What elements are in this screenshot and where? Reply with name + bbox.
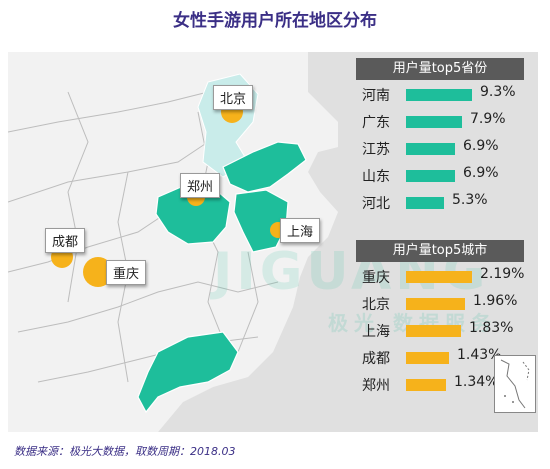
province-bar	[406, 116, 462, 128]
province-label: 广东	[362, 115, 390, 131]
map-label-beijing: 北京	[213, 85, 254, 110]
city-bar	[406, 379, 446, 391]
province-value: 7.9%	[470, 111, 506, 127]
city-label: 重庆	[362, 270, 390, 286]
map-label-shanghai: 上海	[280, 218, 321, 243]
province-row: 河南 9.3%	[356, 80, 524, 107]
province-label: 河北	[362, 196, 390, 212]
china-map: JIGUANG 极光 数据服务	[8, 52, 538, 432]
city-bar	[406, 325, 461, 337]
map-label-chongqing: 重庆	[106, 260, 147, 285]
province-bar	[406, 143, 455, 155]
city-rows: 重庆 2.19% 北京 1.96% 上海 1.83% 成都 1.43% 郑州 1.34%	[356, 262, 524, 397]
province-bar	[406, 197, 444, 209]
city-bar	[406, 352, 449, 364]
city-value: 1.83%	[469, 320, 514, 336]
city-value: 2.19%	[480, 266, 525, 282]
city-bar	[406, 271, 472, 283]
city-row: 上海 1.83%	[356, 316, 524, 343]
city-row: 北京 1.96%	[356, 289, 524, 316]
province-row: 江苏 6.9%	[356, 134, 524, 161]
city-panel-header: 用户量top5城市	[356, 240, 524, 262]
region-guangdong	[137, 331, 239, 414]
region-shandong	[222, 141, 307, 193]
province-rows: 河南 9.3% 广东 7.9% 江苏 6.9% 山东 6.9% 河北 5.3%	[356, 80, 524, 215]
city-label: 北京	[362, 297, 390, 313]
city-label: 郑州	[362, 378, 390, 394]
province-bar	[406, 170, 455, 182]
map-label-chengdu: 成都	[45, 228, 86, 253]
city-bar	[406, 298, 465, 310]
province-value: 5.3%	[452, 192, 488, 208]
province-row: 河北 5.3%	[356, 188, 524, 215]
province-panel: 用户量top5省份 河南 9.3% 广东 7.9% 江苏 6.9% 山东 6.9% 河北 5.3%	[356, 58, 524, 215]
province-row: 广东 7.9%	[356, 107, 524, 134]
south-china-sea-inset	[494, 355, 536, 413]
city-row: 郑州 1.34%	[356, 370, 524, 397]
province-value: 6.9%	[463, 138, 499, 154]
city-panel: 用户量top5城市 重庆 2.19% 北京 1.96% 上海 1.83% 成都 1.43% 郑州…	[356, 240, 524, 397]
city-dot-chongqing	[83, 257, 113, 287]
page-title: 女性手游用户所在地区分布	[173, 11, 377, 31]
province-value: 6.9%	[463, 165, 499, 181]
city-row: 成都 1.43%	[356, 343, 524, 370]
city-row: 重庆 2.19%	[356, 262, 524, 289]
map-label-zhengzhou: 郑州	[180, 173, 221, 198]
footnote: 数据来源：极光大数据，取数周期：2018.03	[14, 445, 236, 458]
city-label: 成都	[362, 351, 390, 367]
province-label: 江苏	[362, 142, 390, 158]
city-value: 1.43%	[457, 347, 502, 363]
province-row: 山东 6.9%	[356, 161, 524, 188]
province-label: 河南	[362, 88, 390, 104]
city-value: 1.34%	[454, 374, 499, 390]
province-label: 山东	[362, 169, 390, 185]
province-bar	[406, 89, 472, 101]
city-value: 1.96%	[473, 293, 518, 309]
province-panel-header: 用户量top5省份	[356, 58, 524, 80]
province-value: 9.3%	[480, 84, 516, 100]
city-label: 上海	[362, 324, 390, 340]
